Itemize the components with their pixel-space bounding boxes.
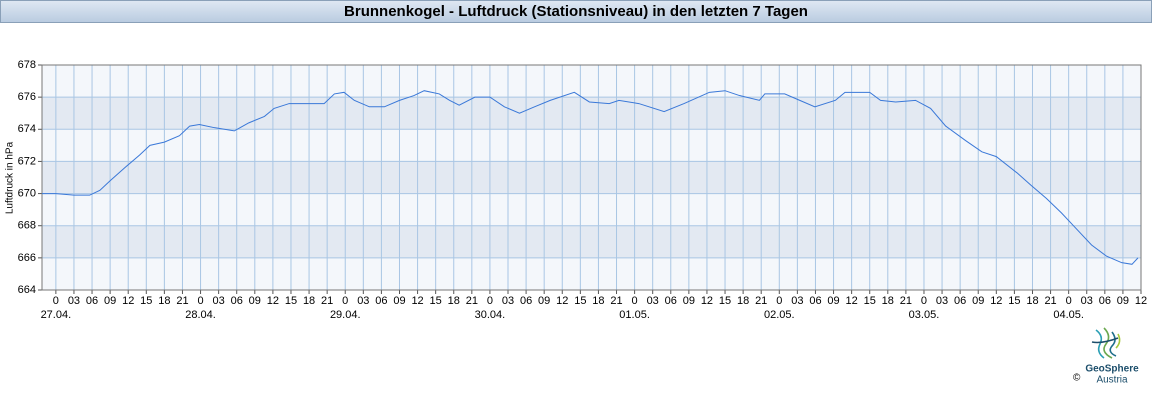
- date-label: 30.04.: [475, 309, 506, 321]
- x-tick-label: 18: [303, 295, 315, 307]
- x-tick-label: 12: [556, 295, 568, 307]
- x-tick-label: 09: [827, 295, 839, 307]
- plot-area: 664 666 668 670 672 674 676 678 0 03 06 09 12 15 18 21 0…: [18, 59, 1147, 321]
- x-tick-label: 18: [592, 295, 604, 307]
- x-tick-label: 09: [104, 295, 116, 307]
- x-tick-label: 06: [520, 295, 532, 307]
- y-tick-label: 672: [18, 155, 36, 167]
- x-tick-label: 12: [701, 295, 713, 307]
- x-tick-label: 18: [882, 295, 894, 307]
- date-label: 02.05.: [764, 309, 795, 321]
- y-axis-label: Luftdruck in hPa: [5, 141, 16, 214]
- x-tick-label: 15: [140, 295, 152, 307]
- x-tick-label: 03: [1081, 295, 1093, 307]
- x-tick-label: 06: [1099, 295, 1111, 307]
- x-tick-label: 21: [1044, 295, 1056, 307]
- x-tick-label: 21: [755, 295, 767, 307]
- logo-icon: [1091, 327, 1121, 359]
- x-tick-label: 12: [411, 295, 423, 307]
- x-tick-label: 18: [737, 295, 749, 307]
- x-tick-label: 15: [574, 295, 586, 307]
- y-tick-label: 666: [18, 252, 36, 264]
- date-label: 04.05.: [1053, 309, 1084, 321]
- x-tick-label: 15: [719, 295, 731, 307]
- x-tick-label: 15: [1008, 295, 1020, 307]
- y-tick-label: 668: [18, 220, 36, 232]
- copyright: ©: [1073, 373, 1081, 384]
- logo: GeoSphere Austria ©: [1073, 327, 1139, 386]
- logo-name: GeoSphere: [1085, 364, 1139, 375]
- x-tick-label: 15: [285, 295, 297, 307]
- x-tick-label: 12: [1135, 295, 1147, 307]
- y-tick-label: 664: [18, 284, 36, 296]
- date-label: 28.04.: [185, 309, 216, 321]
- x-tick-label: 09: [249, 295, 261, 307]
- date-label: 03.05.: [909, 309, 940, 321]
- x-tick-label: 06: [809, 295, 821, 307]
- x-tick-label: 03: [213, 295, 225, 307]
- logo-sub: Austria: [1096, 375, 1128, 386]
- y-tick-label: 674: [18, 123, 36, 135]
- date-label: 01.05.: [619, 309, 650, 321]
- x-tick-label: 09: [393, 295, 405, 307]
- x-tick-label: 09: [972, 295, 984, 307]
- x-tick-label: 18: [158, 295, 170, 307]
- x-tick-label: 0: [921, 295, 927, 307]
- x-tick-label: 21: [176, 295, 188, 307]
- x-tick-label: 18: [1026, 295, 1038, 307]
- x-tick-label: 06: [86, 295, 98, 307]
- x-tick-label: 21: [900, 295, 912, 307]
- x-tick-label: 09: [1117, 295, 1129, 307]
- x-tick-label: 03: [936, 295, 948, 307]
- x-tick-label: 0: [197, 295, 203, 307]
- x-tick-label: 03: [68, 295, 80, 307]
- data-line: [42, 90, 1139, 265]
- y-tick-label: 676: [18, 91, 36, 103]
- x-tick-label: 03: [502, 295, 514, 307]
- x-tick-label: 12: [122, 295, 134, 307]
- y-tick-label: 678: [18, 59, 36, 71]
- x-tick-label: 03: [647, 295, 659, 307]
- y-tick-label: 670: [18, 187, 36, 199]
- x-tick-label: 21: [610, 295, 622, 307]
- plot-frame: [41, 64, 1142, 291]
- x-tick-label: 0: [632, 295, 638, 307]
- x-tick-label: 15: [430, 295, 442, 307]
- x-tick-label: 12: [990, 295, 1002, 307]
- x-tick-label: 12: [846, 295, 858, 307]
- x-tick-label: 09: [538, 295, 550, 307]
- x-tick-label: 06: [231, 295, 243, 307]
- x-tick-label: 0: [342, 295, 348, 307]
- x-tick-label: 0: [487, 295, 493, 307]
- x-tick-label: 06: [954, 295, 966, 307]
- date-label: 27.04.: [41, 309, 72, 321]
- x-tick-label: 18: [448, 295, 460, 307]
- x-tick-label: 0: [53, 295, 59, 307]
- x-tick-label: 06: [375, 295, 387, 307]
- x-tick-label: 0: [1066, 295, 1072, 307]
- x-tick-label: 03: [357, 295, 369, 307]
- x-tick-label: 12: [267, 295, 279, 307]
- x-tick-label: 03: [791, 295, 803, 307]
- x-tick-label: 06: [665, 295, 677, 307]
- x-tick-label: 21: [321, 295, 333, 307]
- x-tick-label: 0: [776, 295, 782, 307]
- x-tick-label: 09: [683, 295, 695, 307]
- x-tick-label: 15: [864, 295, 876, 307]
- chart-title: Brunnenkogel - Luftdruck (Stationsniveau…: [344, 3, 808, 20]
- x-tick-label: 21: [466, 295, 478, 307]
- date-label: 29.04.: [330, 309, 361, 321]
- grid-band: [42, 225, 1141, 258]
- grid-band: [42, 161, 1141, 194]
